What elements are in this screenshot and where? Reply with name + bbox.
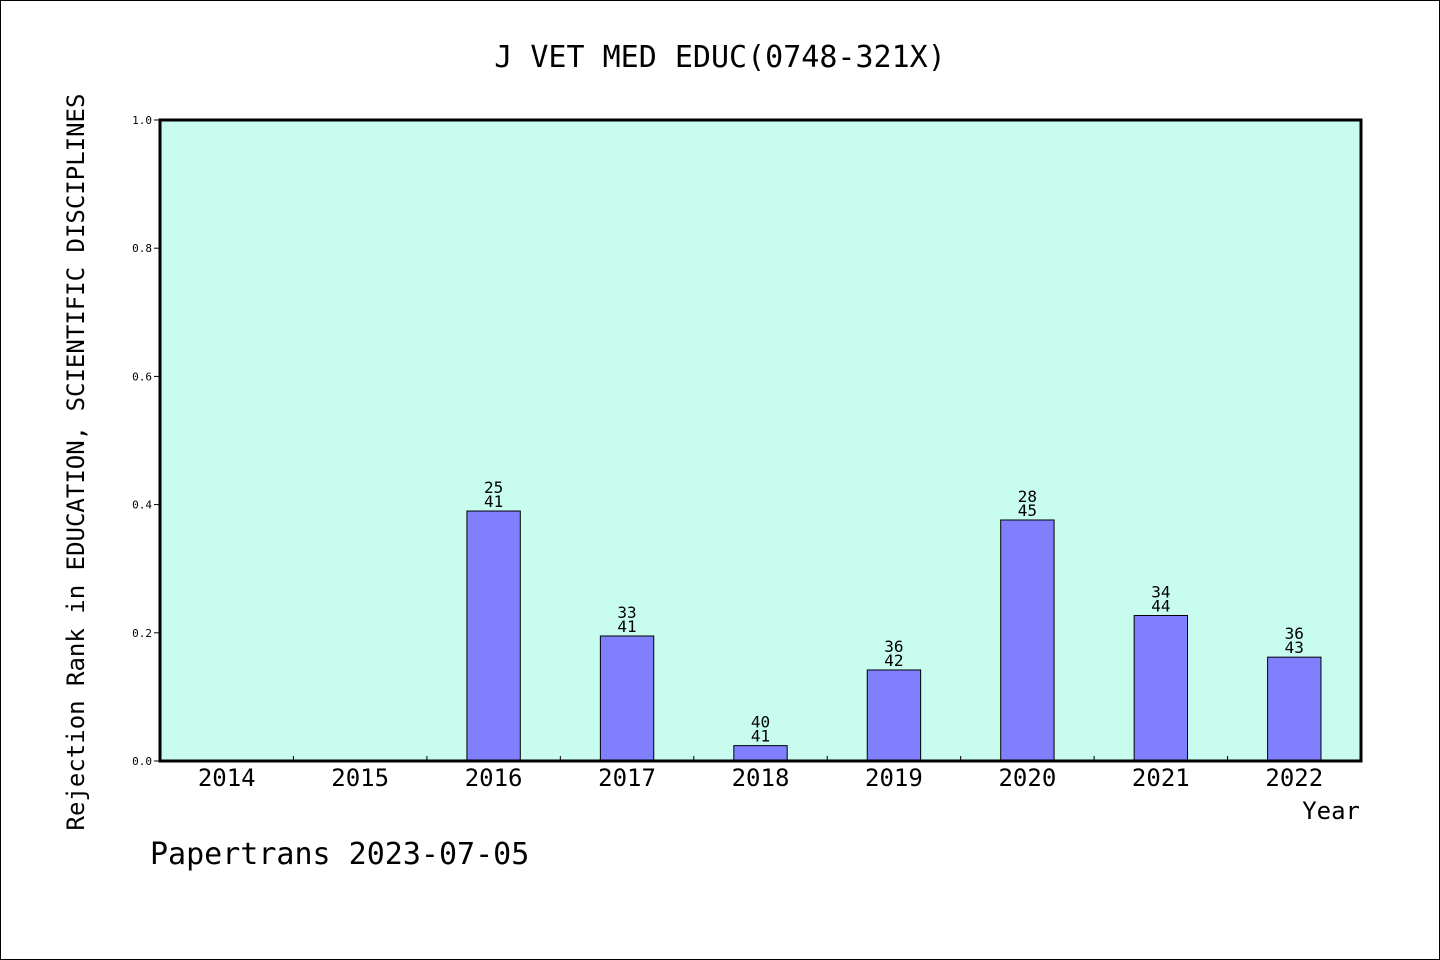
bar-2018 [733, 745, 788, 762]
x-tick-label: 2022 [1265, 764, 1323, 792]
bar-label-top: 36 [1285, 624, 1304, 643]
y-tick-label: 0.0 [132, 755, 152, 768]
y-axis-ticks: 0.0 0.2 0.4 0.6 0.8 1.0 [132, 114, 160, 768]
x-axis-ticks: 2014 2015 2016 2017 2018 2019 2020 2021 2022 [198, 756, 1323, 792]
x-tick-label: 2016 [465, 764, 523, 792]
bar-label-top: 36 [884, 637, 903, 656]
y-tick-label: 0.8 [132, 242, 152, 255]
x-tick-label: 2018 [732, 764, 790, 792]
bar-label-top: 34 [1151, 582, 1170, 601]
bar-label-bottom: 44 [1151, 596, 1170, 615]
bar-label-bottom: 41 [484, 492, 503, 511]
bar-label-bottom: 45 [1018, 501, 1037, 520]
plot-border [158, 118, 1363, 763]
bar-2021 [1133, 614, 1189, 762]
x-axis-label: Year [1302, 797, 1360, 825]
bar-label-bottom: 42 [884, 651, 903, 670]
bar-label-top: 40 [751, 713, 770, 732]
bar-label-bottom: 41 [751, 727, 770, 746]
x-tick-label: 2019 [865, 764, 923, 792]
bars-group [466, 510, 1322, 762]
y-axis-label: Rejection Rank in EDUCATION, SCIENTIFIC … [62, 94, 90, 831]
y-tick-label: 0.6 [132, 370, 152, 383]
bar-label-top: 33 [617, 603, 636, 622]
x-tick-label: 2017 [598, 764, 656, 792]
x-tick-label: 2015 [331, 764, 389, 792]
bar-label-bottom: 41 [617, 617, 636, 636]
x-tick-label: 2020 [998, 764, 1056, 792]
bar-2016 [466, 510, 521, 762]
bar-label-bottom: 43 [1285, 638, 1304, 657]
y-tick-label: 0.2 [132, 627, 152, 640]
x-tick-label: 2014 [198, 764, 256, 792]
chart-title: J VET MED EDUC(0748-321X) [494, 40, 946, 75]
x-tick-label: 2021 [1132, 764, 1190, 792]
bar-label-top: 25 [484, 478, 503, 497]
footer-text: Papertrans 2023-07-05 [150, 837, 529, 872]
bar-2022 [1267, 656, 1322, 762]
y-tick-label: 0.4 [132, 499, 152, 512]
bar-2020 [1000, 519, 1055, 762]
bar-label-top: 28 [1018, 487, 1037, 506]
bar-2019 [866, 669, 922, 762]
y-tick-label: 1.0 [132, 114, 152, 127]
bar-2017 [599, 635, 655, 762]
